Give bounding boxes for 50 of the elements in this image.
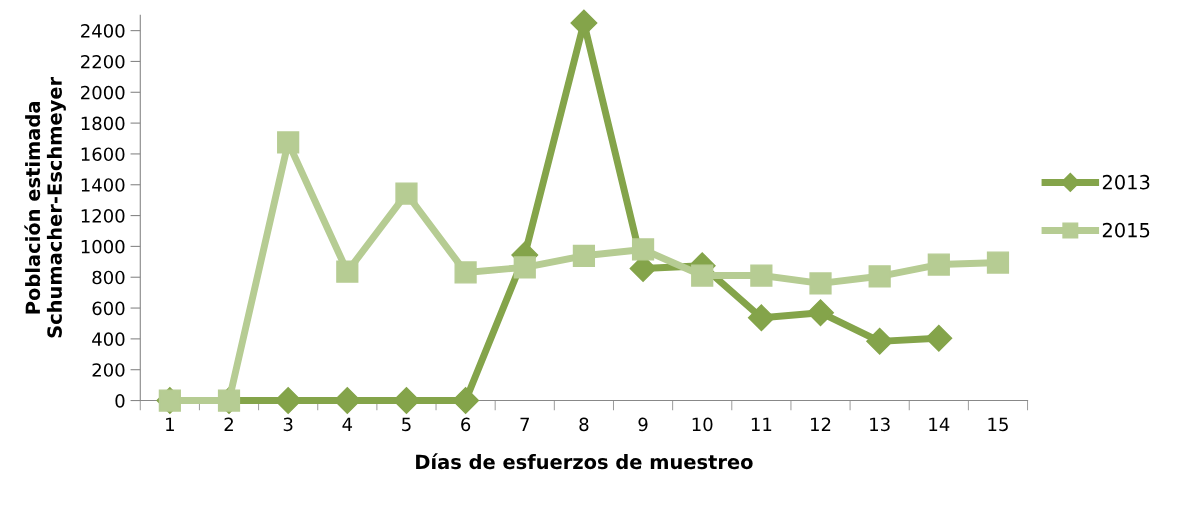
x-tick-label: 11: [751, 417, 772, 431]
x-tick-label: 13: [870, 417, 890, 432]
y-axis-title: Población estimada Schumacher-Eschmeyer: [24, 76, 66, 338]
x-tick-label: 9: [638, 417, 648, 432]
x-tick-label: 3: [283, 417, 293, 432]
y-tick-label: 1200: [81, 209, 125, 223]
x-tick-label: 12: [811, 417, 831, 431]
point: [513, 256, 536, 279]
x-tick-label: 6: [461, 417, 471, 432]
point: [631, 238, 655, 261]
x-tick-label: 1: [166, 417, 174, 431]
point: [277, 131, 300, 154]
y-tick-label: 1600: [81, 147, 125, 162]
point: [927, 253, 950, 276]
y-tick-label: 1000: [81, 239, 125, 254]
x-tick-label: 7: [520, 417, 529, 431]
y-tick-label: 2000: [81, 85, 125, 100]
y-tick-label: 600: [92, 301, 125, 316]
x-tick-label: 10: [692, 417, 713, 432]
x-tick-label: 8: [579, 417, 589, 432]
point: [986, 251, 1010, 274]
y-tick-label: 200: [92, 363, 125, 377]
x-tick-label: 5: [402, 417, 411, 432]
point: [747, 304, 775, 332]
y-tick-label: 400: [92, 332, 125, 346]
x-tick-label: 2: [224, 417, 233, 431]
y-tick-label: 2400: [81, 24, 125, 38]
y-tick-label: 1800: [81, 116, 125, 131]
x-tick-label: 15: [988, 417, 1008, 432]
point: [925, 324, 953, 352]
point: [866, 327, 894, 355]
point: [452, 387, 480, 414]
y-tick-label: 2200: [81, 54, 125, 69]
point: [454, 261, 477, 284]
legend-label: 2015: [1102, 222, 1150, 238]
point: [750, 264, 773, 287]
y-tick-label: 800: [92, 270, 125, 285]
point: [868, 265, 891, 288]
point: [572, 244, 596, 267]
x-axis-title: Días de esfuerzos de muestreo: [416, 453, 753, 470]
x-tick-label: 4: [342, 417, 353, 431]
x-tick-label: 14: [929, 417, 950, 431]
point: [691, 264, 714, 287]
legend-label: 2013: [1102, 174, 1150, 190]
point: [807, 299, 834, 327]
y-tick-label: 0: [115, 393, 125, 408]
point: [809, 272, 832, 295]
y-tick-label: 1400: [81, 178, 125, 192]
point: [395, 182, 418, 205]
point: [336, 260, 359, 283]
